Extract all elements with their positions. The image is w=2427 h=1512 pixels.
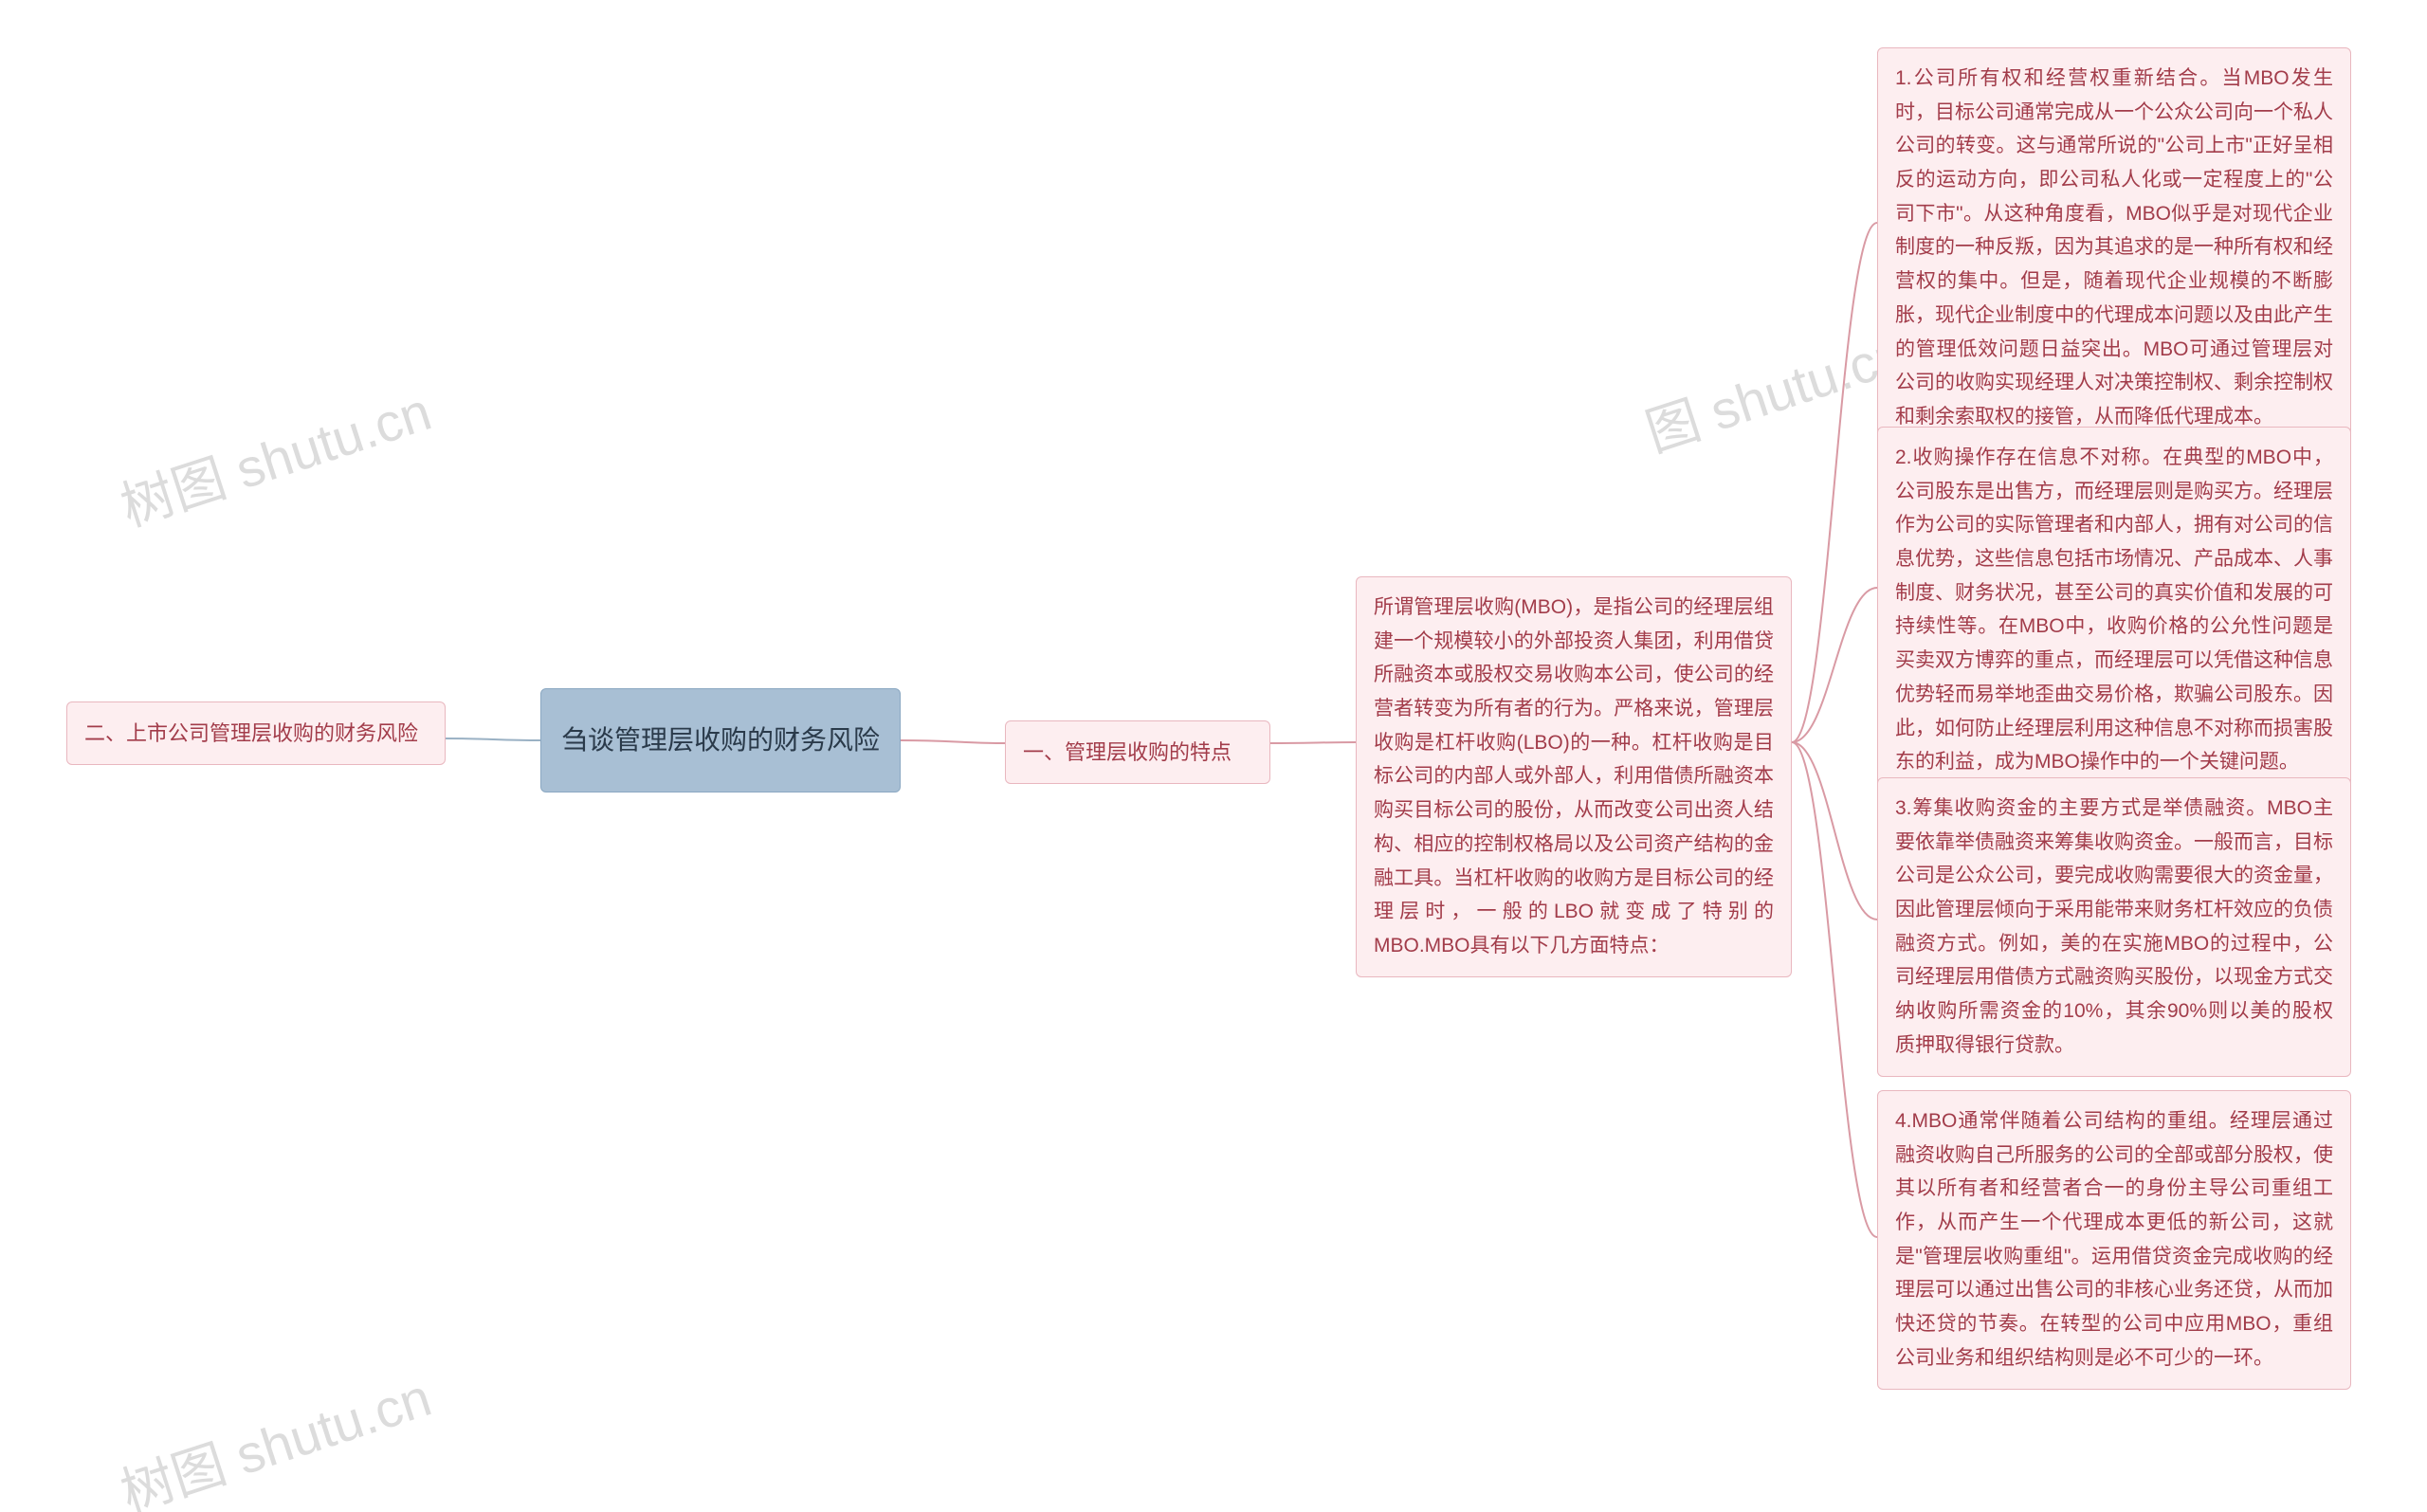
leaf-1-text: 1.公司所有权和经营权重新结合。当MBO发生时，目标公司通常完成从一个公众公司向… [1895,67,2333,428]
leaf-2[interactable]: 2.收购操作存在信息不对称。在典型的MBO中，公司股东是出售方，而经理层则是购买… [1877,427,2351,793]
watermark: 树图 shutu.cn [110,370,440,542]
branch-left-1-label: 二、上市公司管理层收购的财务风险 [84,721,418,745]
leaf-3[interactable]: 3.筹集收购资金的主要方式是举债融资。MBO主要依靠举债融资来筹集收购资金。一般… [1877,777,2351,1077]
mindmap-canvas: 树图 shutu.cn 树图 shutu.cn 图 shutu.cn 刍谈管理层… [0,0,2427,1512]
branch-left-1[interactable]: 二、上市公司管理层收购的财务风险 [66,701,446,765]
branch-right-1-label: 一、管理层收购的特点 [1023,740,1232,764]
leaf-4[interactable]: 4.MBO通常伴随着公司结构的重组。经理层通过融资收购自己所服务的公司的全部或部… [1877,1090,2351,1390]
leaf-4-text: 4.MBO通常伴随着公司结构的重组。经理层通过融资收购自己所服务的公司的全部或部… [1895,1110,2333,1369]
root-node[interactable]: 刍谈管理层收购的财务风险 [540,688,901,792]
leaf-2-text: 2.收购操作存在信息不对称。在典型的MBO中，公司股东是出售方，而经理层则是购买… [1895,446,2333,773]
leaf-3-text: 3.筹集收购资金的主要方式是举债融资。MBO主要依靠举债融资来筹集收购资金。一般… [1895,797,2333,1056]
branch-right-1-child-text: 所谓管理层收购(MBO)，是指公司的经理层组建一个规模较小的外部投资人集团，利用… [1374,596,1774,956]
leaf-1[interactable]: 1.公司所有权和经营权重新结合。当MBO发生时，目标公司通常完成从一个公众公司向… [1877,47,2351,448]
watermark: 图 shutu.cn [1634,311,1913,467]
branch-right-1-child[interactable]: 所谓管理层收购(MBO)，是指公司的经理层组建一个规模较小的外部投资人集团，利用… [1356,576,1792,977]
branch-right-1[interactable]: 一、管理层收购的特点 [1005,720,1270,784]
watermark: 树图 shutu.cn [110,1356,440,1512]
root-label: 刍谈管理层收购的财务风险 [561,718,880,763]
